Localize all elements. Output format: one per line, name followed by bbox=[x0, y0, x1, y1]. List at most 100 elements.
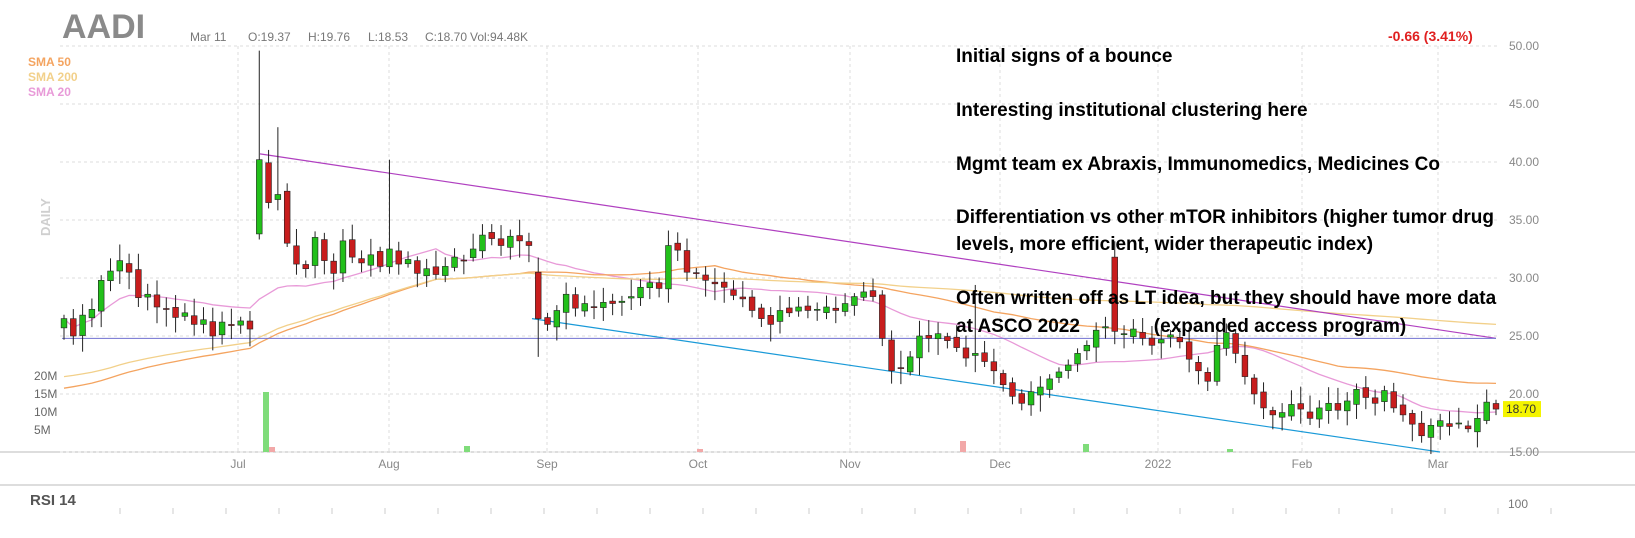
candle-body bbox=[1399, 404, 1407, 416]
candle-body bbox=[655, 282, 663, 289]
candle-body bbox=[358, 258, 365, 264]
candle-body bbox=[1158, 339, 1165, 344]
candle-body bbox=[79, 314, 86, 336]
trendlines bbox=[62, 153, 1497, 453]
candle-body bbox=[98, 280, 105, 312]
candle-body bbox=[1334, 403, 1342, 411]
candle-body bbox=[841, 303, 849, 312]
candle-body bbox=[711, 281, 719, 285]
volume-bar bbox=[464, 446, 470, 452]
candle-body bbox=[832, 307, 839, 311]
x-tick-label: Sep bbox=[536, 457, 558, 471]
legend-sma50: SMA 50 bbox=[28, 55, 71, 69]
sma50-line bbox=[63, 265, 1497, 389]
annotation-4-line2: levels, more efficient, wider therapeuti… bbox=[956, 234, 1374, 255]
candle-body bbox=[1120, 333, 1128, 335]
low-value: L:18.53 bbox=[368, 30, 409, 44]
candle-body bbox=[1241, 354, 1249, 377]
candle-body bbox=[683, 250, 691, 273]
rsi-label: RSI 14 bbox=[30, 492, 76, 509]
high-value: H:19.76 bbox=[308, 30, 351, 44]
candle-body bbox=[432, 266, 440, 275]
support-trendline bbox=[531, 318, 1441, 453]
candle-body bbox=[1418, 422, 1425, 437]
candle-body bbox=[1278, 412, 1286, 418]
candle-body bbox=[135, 269, 142, 299]
candle-body bbox=[302, 264, 309, 270]
candle-body bbox=[860, 291, 867, 298]
candle-body bbox=[116, 260, 123, 272]
candle-body bbox=[795, 306, 802, 312]
candle-body bbox=[265, 162, 272, 203]
candle-body bbox=[888, 339, 895, 372]
last-price-label: 18.70 bbox=[1506, 402, 1536, 416]
candle-body bbox=[181, 312, 189, 317]
resistance-trendline bbox=[259, 153, 1497, 339]
candle-body bbox=[1027, 391, 1035, 406]
y-tick-label: 45.00 bbox=[1509, 97, 1539, 111]
candle-body bbox=[404, 259, 412, 265]
candle-body bbox=[1018, 393, 1025, 404]
candle-body bbox=[460, 259, 468, 262]
y-tick-label: 40.00 bbox=[1509, 155, 1539, 169]
candle-body bbox=[228, 324, 235, 326]
candle-body bbox=[246, 320, 254, 330]
y-tick-label: 25.00 bbox=[1509, 329, 1539, 343]
sma-lines bbox=[63, 248, 1497, 414]
candle-body bbox=[562, 293, 570, 313]
candle-body bbox=[767, 315, 774, 325]
ticker-symbol: AADI bbox=[62, 8, 146, 46]
x-tick-label: Aug bbox=[378, 457, 399, 471]
candle-body bbox=[125, 263, 133, 273]
timeframe-label: DAILY bbox=[38, 198, 53, 236]
price-change: -0.66 (3.41%) bbox=[1388, 28, 1473, 44]
candle-body bbox=[814, 309, 821, 311]
candle-body bbox=[451, 256, 458, 268]
candle-body bbox=[479, 234, 486, 252]
candle-body bbox=[1344, 400, 1351, 412]
candle-body bbox=[1316, 407, 1323, 420]
candle-body bbox=[107, 270, 114, 282]
candle-body bbox=[1390, 391, 1397, 409]
candle-body bbox=[758, 307, 765, 319]
x-tick-label: Oct bbox=[689, 457, 708, 471]
candle-body bbox=[237, 320, 244, 326]
annotation-2: Interesting institutional clustering her… bbox=[956, 100, 1308, 121]
candle-body bbox=[999, 373, 1007, 386]
candle-body bbox=[256, 159, 263, 235]
annotation-4-line1: Differentiation vs other mTOR inhibitors… bbox=[956, 207, 1494, 228]
candle-body bbox=[944, 336, 951, 341]
volume-tick-label: 10M bbox=[34, 405, 57, 419]
volume-bar bbox=[269, 447, 275, 452]
candle-body bbox=[507, 235, 514, 248]
legend-sma200: SMA 200 bbox=[28, 70, 78, 84]
candle-body bbox=[1139, 332, 1146, 339]
candle-body bbox=[1204, 372, 1211, 382]
volume-bar bbox=[1083, 444, 1089, 452]
candle-body bbox=[916, 335, 923, 359]
candle-body bbox=[869, 290, 877, 297]
candle-body bbox=[953, 336, 960, 348]
candle-body bbox=[739, 296, 746, 300]
candle-body bbox=[1260, 391, 1267, 409]
y-tick-label: 20.00 bbox=[1509, 387, 1539, 401]
candle-body bbox=[1474, 418, 1481, 433]
candle-body bbox=[1195, 362, 1202, 372]
candle-body bbox=[535, 271, 542, 319]
candle-body bbox=[804, 305, 812, 311]
legend-sma20: SMA 20 bbox=[28, 85, 71, 99]
candle-body bbox=[1288, 404, 1295, 417]
candle-body bbox=[1232, 333, 1239, 354]
candle-body bbox=[646, 282, 654, 289]
candle-body bbox=[144, 293, 151, 298]
candle-body bbox=[497, 238, 505, 246]
candle-body bbox=[1065, 364, 1072, 371]
candle-body bbox=[1306, 411, 1314, 419]
close-value: C:18.70 bbox=[425, 30, 468, 44]
candle-body bbox=[386, 248, 393, 268]
candle-body bbox=[349, 239, 356, 258]
candle-body bbox=[581, 303, 588, 312]
volume-bar bbox=[697, 449, 703, 452]
candle-body bbox=[1037, 386, 1044, 396]
